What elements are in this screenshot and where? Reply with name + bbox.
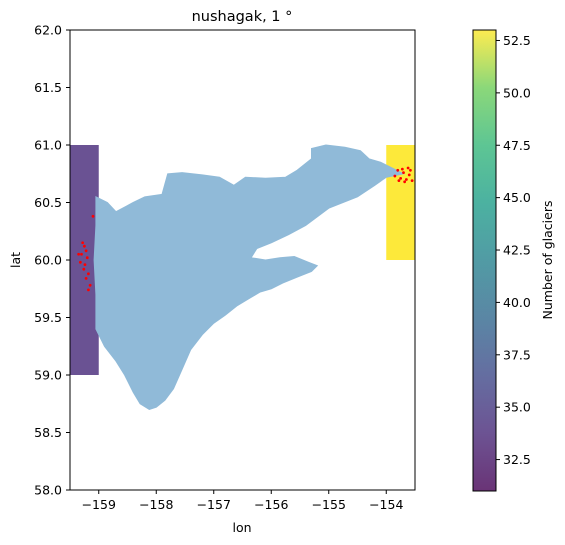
glacier-point xyxy=(78,260,82,264)
glacier-point xyxy=(403,180,407,184)
colorbar: 32.5 35.0 37.5 40.0 42.5 45.0 47.5 50.0 52.5 Num… xyxy=(472,29,555,492)
y-tick-label: 61.5 xyxy=(34,80,62,95)
colorbar-tick-label: 42.5 xyxy=(503,243,531,258)
x-tick-label: −157 xyxy=(197,497,231,512)
x-tick-label: −159 xyxy=(82,497,116,512)
glacier-point xyxy=(409,168,412,172)
y-tick-label: 58.0 xyxy=(34,483,62,498)
colorbar-tick-label: 47.5 xyxy=(503,138,531,153)
glacier-point xyxy=(83,263,87,266)
glacier-point xyxy=(84,249,88,253)
colorbar-gradient xyxy=(473,30,496,491)
glacier-point xyxy=(81,241,85,245)
y-tick-label: 61.0 xyxy=(34,138,62,153)
y-tick-label: 60.5 xyxy=(34,195,62,210)
glacier-point xyxy=(87,288,90,292)
glacier-point xyxy=(82,267,86,271)
y-tick-label: 62.0 xyxy=(34,23,62,38)
x-axis-label: lon xyxy=(232,520,251,535)
glacier-point xyxy=(399,176,403,180)
colorbar-tick-label: 37.5 xyxy=(503,347,531,362)
glacier-point xyxy=(82,244,86,248)
plot-area xyxy=(70,144,415,411)
x-tick-label: −158 xyxy=(139,497,173,512)
y-tick-label: 59.5 xyxy=(34,310,62,325)
glacier-point xyxy=(91,214,95,218)
glacier-point xyxy=(80,252,83,256)
glacier-point xyxy=(402,171,405,175)
glacier-count-cell-1 xyxy=(386,145,415,260)
x-tick-label: −156 xyxy=(254,497,288,512)
glacier-point xyxy=(406,166,410,170)
glacier-point xyxy=(400,167,404,171)
glacier-points-layer xyxy=(77,166,414,292)
x-tick-label: −154 xyxy=(369,497,403,512)
basin-shape xyxy=(93,144,406,411)
colorbar-tick-label: 35.0 xyxy=(503,400,531,415)
glacier-point xyxy=(87,272,90,276)
glacier-point xyxy=(407,173,411,177)
colorbar-tick-label: 50.0 xyxy=(503,85,531,100)
x-axis-ticks: −159 −158 −157 −156 −155 −154 xyxy=(82,490,403,512)
colorbar-tick-label: 52.5 xyxy=(503,33,531,48)
glacier-point xyxy=(88,283,92,287)
glacier-point xyxy=(84,277,88,280)
y-axis-ticks: 58.0 58.5 59.0 59.5 60.0 60.5 61.0 61.5 62.0 xyxy=(34,23,70,498)
chart-title: nushagak, 1 ° xyxy=(192,9,293,25)
y-tick-label: 59.0 xyxy=(34,368,62,383)
glacier-point xyxy=(404,178,408,181)
colorbar-tick-label: 40.0 xyxy=(503,295,531,310)
colorbar-label: Number of glaciers xyxy=(540,201,555,320)
x-tick-label: −155 xyxy=(312,497,346,512)
colorbar-ticks: 32.5 35.0 37.5 40.0 42.5 45.0 47.5 50.0 52.5 xyxy=(496,33,531,467)
colorbar-tick-label: 45.0 xyxy=(503,190,531,205)
y-tick-label: 60.0 xyxy=(34,253,62,268)
glacier-point xyxy=(397,179,401,183)
y-axis-label: lat xyxy=(8,252,23,268)
colorbar-frame xyxy=(472,29,497,492)
y-tick-label: 58.5 xyxy=(34,425,62,440)
colorbar-tick-label: 32.5 xyxy=(503,452,531,467)
glacier-point xyxy=(396,168,400,172)
glacier-point xyxy=(77,252,81,256)
glacier-point xyxy=(85,256,89,260)
glacier-point xyxy=(410,179,414,183)
glacier-point xyxy=(393,174,397,178)
